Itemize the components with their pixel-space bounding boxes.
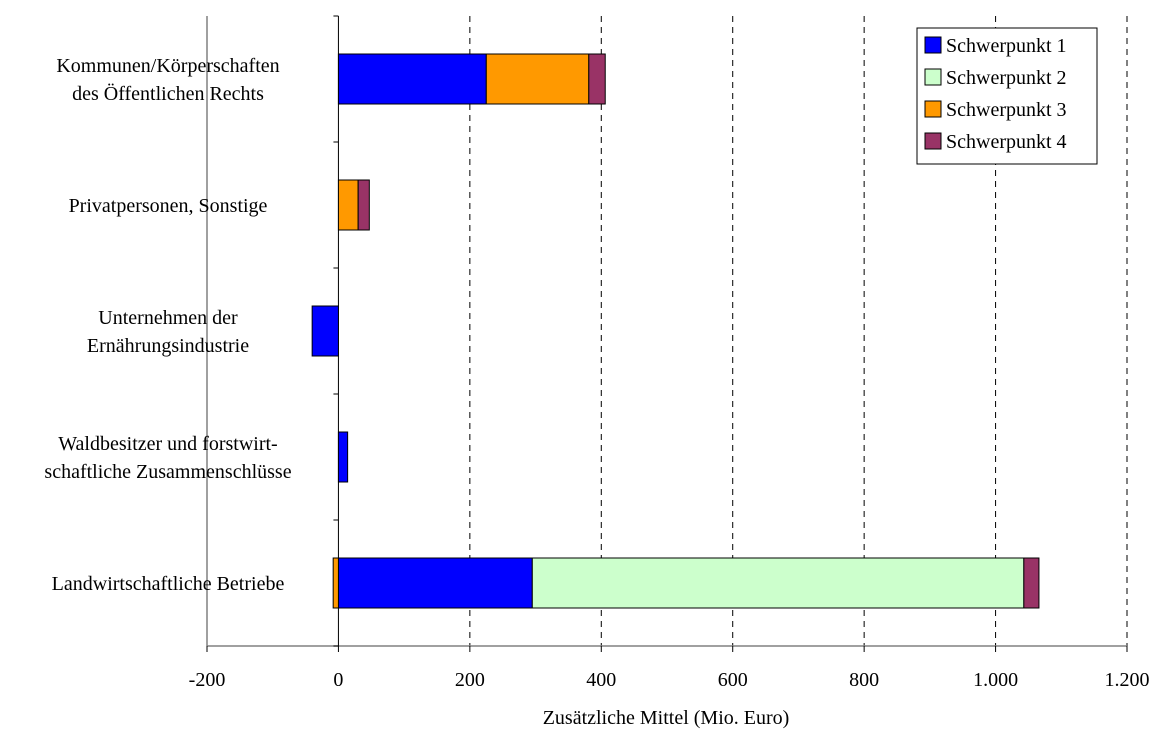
x-tick-label: -200 bbox=[189, 669, 226, 691]
legend-label: Schwerpunkt 4 bbox=[946, 131, 1067, 153]
bar-segment bbox=[531, 557, 1025, 609]
x-tick-label: 600 bbox=[718, 669, 748, 691]
x-tick-labels: -200 0 200 400 600 800 1.000 1.200 bbox=[189, 669, 1150, 691]
bar-segment bbox=[337, 431, 349, 483]
bar-segment bbox=[337, 557, 533, 609]
legend-swatch bbox=[924, 68, 942, 86]
bar-segment bbox=[485, 53, 590, 105]
x-tick-label: 1.000 bbox=[973, 669, 1018, 691]
x-tick-label: 0 bbox=[333, 669, 343, 691]
bar-segment bbox=[357, 179, 370, 231]
bar-segment bbox=[1023, 557, 1040, 609]
x-tick-label: 1.200 bbox=[1105, 669, 1150, 691]
legend-swatch bbox=[924, 100, 942, 118]
category-label: Unternehmen der Ernährungsindustrie bbox=[87, 307, 249, 357]
bar-segment bbox=[588, 53, 606, 105]
category-label: Privatpersonen, Sonstige bbox=[69, 195, 268, 217]
category-label: Kommunen/Körperschaften des Öffentlichen … bbox=[56, 55, 279, 105]
bar-segment bbox=[332, 557, 339, 609]
x-tick-label: 200 bbox=[455, 669, 485, 691]
legend-swatch bbox=[924, 36, 942, 54]
legend-swatch bbox=[924, 132, 942, 150]
x-tick-label: 400 bbox=[586, 669, 616, 691]
legend-label: Schwerpunkt 1 bbox=[946, 35, 1067, 57]
legend-label: Schwerpunkt 3 bbox=[946, 99, 1067, 121]
category-label: Waldbesitzer und forstwirt-schaftliche Z… bbox=[44, 433, 291, 483]
bar-segment bbox=[337, 179, 359, 231]
category-labels: Kommunen/Körperschaften des Öffentlichen … bbox=[44, 55, 291, 595]
bars bbox=[311, 53, 1040, 609]
legend: Schwerpunkt 1 Schwerpunkt 2 Schwerpunkt 3 S… bbox=[916, 27, 1098, 165]
bar-segment bbox=[311, 305, 339, 357]
bar-segment bbox=[337, 53, 487, 105]
category-label: Landwirtschaftliche Betriebe bbox=[52, 573, 285, 595]
x-axis-title: Zusätzliche Mittel (Mio. Euro) bbox=[543, 707, 790, 729]
legend-box bbox=[916, 27, 1098, 165]
x-tick-label: 800 bbox=[849, 669, 879, 691]
legend-label: Schwerpunkt 2 bbox=[946, 67, 1067, 89]
